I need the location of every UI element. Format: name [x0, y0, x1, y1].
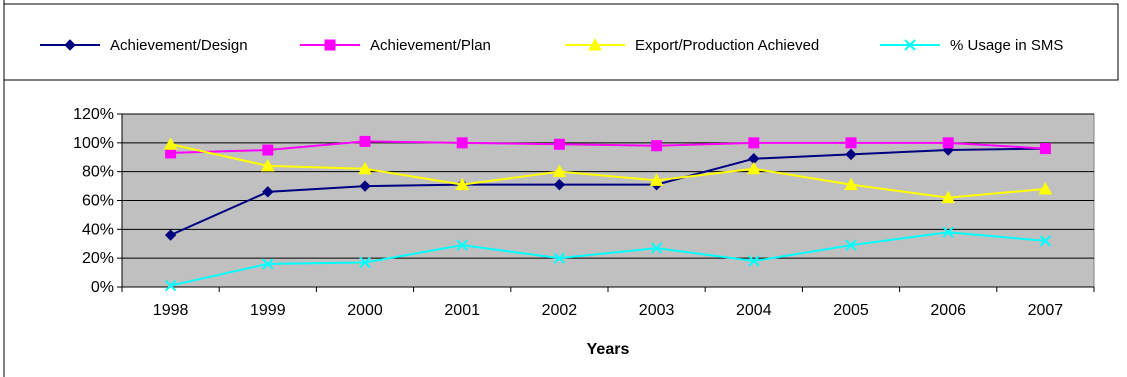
x-tick-label: 2001 [444, 302, 480, 319]
data-point [456, 137, 468, 149]
legend-label: % Usage in SMS [950, 37, 1063, 54]
legend-entry: Achievement/Design [40, 37, 248, 54]
series-line [170, 143, 1046, 199]
legend: Achievement/Design Achievement/Plan Export… [40, 37, 1063, 54]
x-tick-label: 2002 [542, 302, 578, 319]
legend-marker [588, 37, 602, 51]
data-point [1038, 181, 1053, 195]
series-3 [163, 137, 1053, 204]
data-point [552, 164, 567, 178]
data-point [455, 177, 470, 191]
legend-marker [324, 39, 336, 51]
legend-label: Achievement/Plan [370, 37, 491, 54]
legend-box [3, 3, 1119, 81]
data-point [651, 140, 663, 152]
data-point [262, 186, 274, 198]
x-tick-label: 1999 [250, 302, 286, 319]
data-point [456, 239, 468, 251]
data-point [746, 161, 761, 175]
data-point [358, 161, 372, 175]
y-tick-label: 120% [73, 106, 114, 123]
series-line [170, 231, 1046, 287]
y-tick-label: 0% [91, 279, 114, 296]
data-point [748, 137, 760, 149]
data-point [1039, 235, 1052, 247]
legend-entry: Export/Production Achieved [565, 37, 819, 54]
data-point [260, 158, 275, 172]
x-tick-label: 2005 [833, 302, 869, 319]
data-point [553, 178, 566, 191]
legend-label: Achievement/Design [110, 37, 248, 54]
data-point [650, 242, 663, 254]
y-tick-label: 20% [82, 250, 114, 267]
data-point [553, 252, 566, 264]
y-tick-label: 80% [82, 164, 114, 181]
data-point [845, 148, 857, 161]
x-tick-label: 2007 [1028, 302, 1064, 319]
data-point [845, 137, 857, 149]
x-tick-label: 2004 [736, 302, 772, 319]
y-tick-label: 40% [82, 221, 114, 238]
legend-entry: Achievement/Plan [300, 37, 491, 54]
series-layer [163, 135, 1053, 292]
series-2 [165, 135, 1051, 159]
data-point [942, 137, 954, 149]
data-point [845, 239, 857, 251]
legend-entry: % Usage in SMS [880, 37, 1063, 54]
data-point [553, 138, 565, 150]
x-tick-label: 1998 [153, 302, 189, 319]
data-point [164, 229, 177, 241]
data-point [942, 226, 954, 238]
legend-marker [64, 39, 76, 51]
series-line [170, 147, 1046, 237]
legend-label: Export/Production Achieved [635, 37, 819, 54]
x-axis-title: Years [587, 341, 630, 358]
data-point [163, 137, 178, 150]
x-tick-label: 2006 [930, 302, 966, 319]
x-tick-label: 2003 [639, 302, 675, 319]
data-point [649, 173, 664, 186]
data-point [1039, 143, 1051, 155]
series-1 [164, 142, 1052, 241]
data-point [164, 279, 177, 292]
y-axis: 0% 20% 40% 60% 80% 100% 120% [73, 106, 123, 296]
y-tick-label: 100% [73, 135, 114, 152]
series-line [170, 140, 1046, 154]
data-point [262, 144, 274, 156]
x-tick-label: 2000 [347, 302, 383, 319]
x-axis: 1998 1999 2000 2001 2002 2003 2004 2005 2006 2007 [121, 286, 1095, 319]
y-tick-label: 60% [82, 193, 114, 210]
data-point [941, 190, 956, 204]
data-point [359, 135, 371, 147]
data-point [844, 177, 858, 191]
data-point [748, 255, 760, 267]
data-point [359, 256, 371, 269]
legend-marker [904, 39, 916, 51]
data-point [359, 180, 371, 192]
series-4 [164, 226, 1052, 292]
data-point [262, 258, 274, 270]
